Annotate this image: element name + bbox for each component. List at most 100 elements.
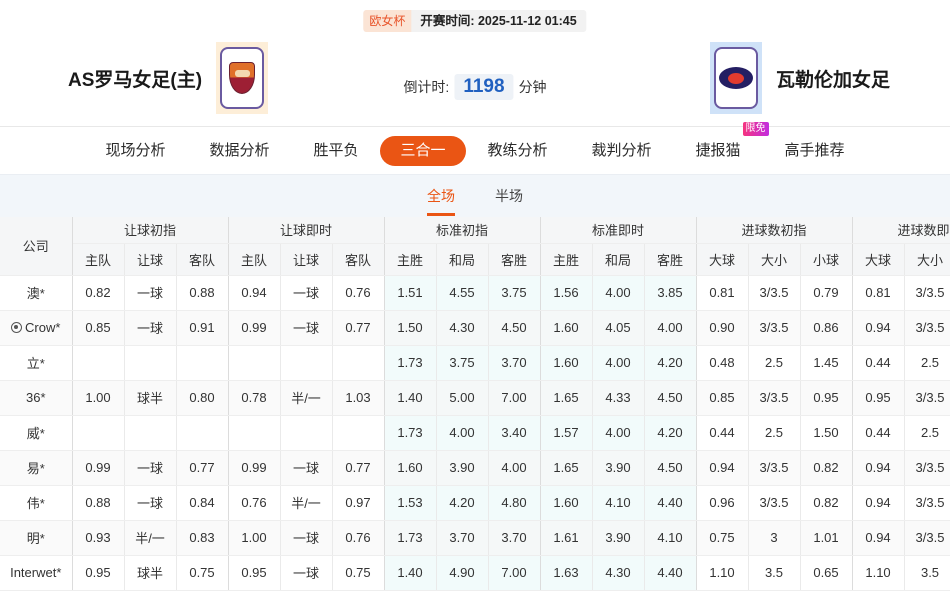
odds-cell: 0.76 — [332, 520, 385, 556]
odds-cell: 一球 — [124, 485, 177, 521]
odds-cell: 4.30 — [592, 555, 645, 591]
nav-item-5[interactable]: 裁判分析 — [570, 136, 674, 166]
nav-item-label: 捷报猫 — [695, 141, 741, 159]
company-name: 立* — [26, 356, 45, 371]
away-team-block[interactable]: 瓦勒伦加女足 — [709, 42, 890, 114]
company-cell[interactable]: 伟* — [0, 485, 73, 521]
header-col-14: 小球 — [800, 243, 853, 276]
header-group-2: 标准初指 — [384, 217, 541, 244]
odds-cell: 0.48 — [696, 345, 749, 381]
header-col-5: 客队 — [332, 243, 385, 276]
nav-item-label: 高手推荐 — [784, 141, 845, 159]
nav-item-0[interactable]: 现场分析 — [83, 136, 187, 166]
table-row[interactable]: 易* 0.99 一球 0.77 0.99 一球 0.77 1.60 3.90 4.00 1.65 3.… — [0, 450, 950, 486]
odds-cell: 一球 — [280, 310, 333, 346]
header-group-1: 让球即时 — [228, 217, 385, 244]
company-cell[interactable]: 明* — [0, 520, 73, 556]
odds-cell: 3.5 — [904, 555, 950, 591]
odds-cell: 一球 — [280, 275, 333, 311]
odds-cell: 1.51 — [384, 275, 437, 311]
odds-cell: 1.65 — [540, 380, 593, 416]
odds-cell: 0.76 — [332, 275, 385, 311]
table-row[interactable]: 威* 1.73 4.00 3.40 1.57 4.00 4.20 0.44 2.5 1.50 0.4… — [0, 415, 950, 451]
odds-cell: 2.5 — [748, 345, 801, 381]
company-cell[interactable]: 立* — [0, 345, 73, 381]
odds-cell: 0.93 — [72, 520, 125, 556]
free-badge: 限免 — [742, 121, 769, 136]
odds-cell: 0.91 — [176, 310, 229, 346]
odds-cell: 0.94 — [696, 450, 749, 486]
odds-cell: 0.77 — [332, 310, 385, 346]
header-col-1: 让球 — [124, 243, 177, 276]
company-cell[interactable]: 36* — [0, 380, 73, 416]
nav-item-3[interactable]: 三合一 — [380, 135, 466, 166]
subtab-1[interactable]: 半场 — [495, 188, 523, 204]
odds-cell: 1.60 — [540, 485, 593, 521]
odds-cell: 4.10 — [592, 485, 645, 521]
odds-cell: 1.40 — [384, 555, 437, 591]
odds-cell: 4.50 — [644, 380, 697, 416]
odds-cell: 3 — [748, 520, 801, 556]
nav-item-6[interactable]: 捷报猫 限免 — [674, 121, 769, 166]
header-group-4: 进球数初指 — [696, 217, 853, 244]
table-row[interactable]: 立* 1.73 3.75 3.70 1.60 4.00 4.20 0.48 2.5 1.45 0.4… — [0, 345, 950, 381]
header-col-12: 大球 — [696, 243, 749, 276]
company-cell[interactable]: 澳* — [0, 275, 73, 311]
odds-cell: 3/3.5 — [748, 275, 801, 311]
odds-cell: 4.90 — [436, 555, 489, 591]
home-team-logo — [216, 42, 269, 114]
countdown-unit: 分钟 — [518, 79, 547, 95]
odds-cell: 4.50 — [488, 310, 541, 346]
table-row[interactable]: Crow* 0.85 一球 0.91 0.99 一球 0.77 1.50 4.30 4.50 1.6… — [0, 310, 950, 346]
nav-item-7[interactable]: 高手推荐 — [763, 136, 867, 166]
nav-item-1[interactable]: 数据分析 — [187, 136, 291, 166]
company-cell[interactable]: 易* — [0, 450, 73, 486]
nav-item-4[interactable]: 教练分析 — [466, 136, 570, 166]
odds-table-head: 公司让球初指让球即时标准初指标准即时进球数初指进球数即时历 主队让球客队主队让球… — [0, 217, 950, 276]
header-company: 公司 — [0, 217, 73, 276]
odds-cell: 3.70 — [488, 520, 541, 556]
home-team-name: AS罗马女足(主) — [68, 69, 203, 91]
kickoff-time: 开赛时间: 2025-11-12 01:45 — [411, 10, 576, 32]
odds-cell: 4.00 — [592, 275, 645, 311]
group-header-row: 公司让球初指让球即时标准初指标准即时进球数初指进球数即时历 — [0, 217, 950, 276]
odds-cell: 半/一 — [124, 520, 177, 556]
odds-cell — [228, 415, 281, 451]
odds-cell: 0.95 — [800, 380, 853, 416]
company-cell[interactable]: Crow* — [0, 310, 73, 346]
home-team-block[interactable]: AS罗马女足(主) — [68, 42, 269, 114]
subtab-0[interactable]: 全场 — [427, 176, 455, 216]
odds-cell: 4.05 — [592, 310, 645, 346]
odds-cell: 0.90 — [696, 310, 749, 346]
odds-cell: 0.75 — [176, 555, 229, 591]
odds-cell: 3.90 — [436, 450, 489, 486]
odds-cell: 0.85 — [72, 310, 125, 346]
table-row[interactable]: 明* 0.93 半/一 0.83 1.00 一球 0.76 1.73 3.70 3.70 1.61 3… — [0, 520, 950, 556]
odds-cell: 4.20 — [644, 415, 697, 451]
company-cell[interactable]: Interwet* — [0, 555, 73, 591]
odds-cell: 0.44 — [852, 345, 905, 381]
odds-cell: 一球 — [124, 450, 177, 486]
odds-cell: 4.10 — [644, 520, 697, 556]
odds-cell: 0.88 — [72, 485, 125, 521]
countdown-value: 1198 — [454, 74, 514, 100]
table-row[interactable]: 伟* 0.88 一球 0.84 0.76 半/一 0.97 1.53 4.20 4.80 1.60 4… — [0, 485, 950, 521]
table-row[interactable]: Interwet* 0.95 球半 0.75 0.95 一球 0.75 1.40 4.90 7.0… — [0, 555, 950, 591]
nav-item-2[interactable]: 胜平负 — [291, 136, 380, 166]
odds-cell: 3/3.5 — [904, 380, 950, 416]
odds-cell: 半/一 — [280, 485, 333, 521]
odds-cell: 球半 — [124, 380, 177, 416]
odds-cell — [280, 345, 333, 381]
odds-cell: 1.73 — [384, 345, 437, 381]
odds-cell: 0.80 — [176, 380, 229, 416]
odds-cell: 0.95 — [228, 555, 281, 591]
valerenga-crest-icon — [713, 47, 758, 109]
odds-cell: 3/3.5 — [904, 310, 950, 346]
odds-cell: 3/3.5 — [904, 275, 950, 311]
company-cell[interactable]: 威* — [0, 415, 73, 451]
table-row[interactable]: 澳* 0.82 一球 0.88 0.94 一球 0.76 1.51 4.55 3.75 1.56 4.… — [0, 275, 950, 311]
odds-cell: 4.00 — [592, 345, 645, 381]
away-team-name: 瓦勒伦加女足 — [775, 69, 890, 91]
odds-cell: 1.01 — [800, 520, 853, 556]
table-row[interactable]: 36* 1.00 球半 0.80 0.78 半/一 1.03 1.40 5.00 7.00 1.65… — [0, 380, 950, 416]
